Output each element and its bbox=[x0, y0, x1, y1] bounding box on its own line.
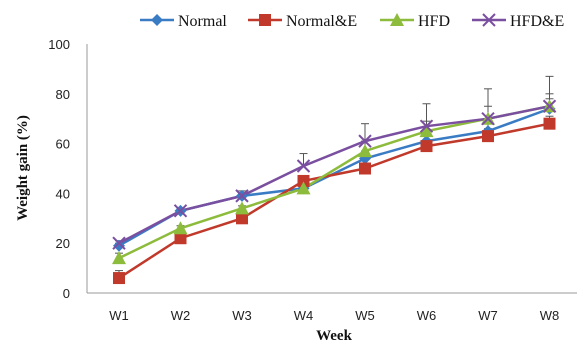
legend-marker-normal-e bbox=[259, 14, 271, 26]
data-point-normal bbox=[113, 239, 125, 252]
y-tick-label: 80 bbox=[56, 87, 70, 102]
x-tick-label: W5 bbox=[355, 308, 375, 323]
x-axis-title: Week bbox=[316, 328, 352, 344]
legend: Normal Normal&E HFD HFD&E bbox=[140, 13, 564, 30]
y-tick-label: 100 bbox=[48, 37, 70, 52]
x-tick-labels: W1 W2 W3 W4 W5 W6 W7 W8 bbox=[109, 308, 559, 323]
legend-label-hfd-e: HFD&E bbox=[510, 13, 564, 30]
x-tick-label: W3 bbox=[232, 308, 252, 323]
data-point-normal-e bbox=[174, 232, 187, 245]
series-line-hfd-e bbox=[118, 105, 550, 245]
y-tick-label: 20 bbox=[56, 236, 70, 251]
data-point-hfd bbox=[173, 221, 188, 235]
legend-label-normal-e: Normal&E bbox=[286, 13, 357, 30]
data-point-hfd bbox=[235, 201, 249, 215]
legend-item-hfd-e: HFD&E bbox=[472, 13, 564, 30]
data-point-hfd-e bbox=[173, 204, 188, 218]
data-point-hfd-e bbox=[481, 111, 495, 126]
data-point-hfd-e bbox=[296, 159, 311, 173]
x-tick-label: W1 bbox=[109, 308, 129, 323]
series-line-normal-e bbox=[118, 122, 550, 280]
data-point-normal-e bbox=[543, 117, 556, 130]
legend-marker-normal bbox=[151, 14, 163, 26]
y-tick-label: 40 bbox=[56, 186, 70, 201]
data-point-normal-e bbox=[297, 174, 310, 187]
x-tick-label: W6 bbox=[417, 308, 437, 323]
x-tick-label: W2 bbox=[171, 308, 191, 323]
x-tick-label: W8 bbox=[540, 308, 560, 323]
data-point-hfd-e bbox=[542, 99, 557, 113]
legend-marker-hfd bbox=[390, 13, 404, 26]
data-point-normal-e bbox=[236, 212, 248, 225]
data-point-normal-e bbox=[420, 140, 433, 153]
legend-marker-hfd-e bbox=[482, 13, 496, 27]
series-markers bbox=[112, 99, 557, 285]
data-point-hfd bbox=[419, 124, 434, 138]
legend-item-normal-e: Normal&E bbox=[248, 13, 357, 30]
legend-label-normal: Normal bbox=[178, 13, 227, 30]
data-point-normal-e bbox=[113, 272, 125, 285]
legend-item-normal: Normal bbox=[140, 13, 227, 30]
data-point-hfd bbox=[112, 251, 126, 265]
y-tick-label: 60 bbox=[56, 137, 70, 152]
data-point-hfd bbox=[358, 144, 372, 158]
data-point-hfd-e bbox=[235, 189, 249, 203]
data-point-hfd-e bbox=[419, 119, 434, 133]
data-point-normal-e bbox=[359, 162, 371, 175]
data-point-normal-e bbox=[482, 130, 494, 143]
data-point-hfd bbox=[296, 181, 311, 195]
series-lines bbox=[118, 105, 550, 280]
x-tick-label: W4 bbox=[294, 308, 314, 323]
legend-label-hfd: HFD bbox=[418, 13, 450, 30]
data-point-hfd-e bbox=[358, 134, 372, 148]
data-point-hfd-e bbox=[112, 236, 126, 250]
y-axis-title: Weight gain (%) bbox=[15, 115, 31, 221]
x-tick-label: W7 bbox=[478, 308, 498, 323]
legend-item-hfd: HFD bbox=[380, 13, 450, 30]
error-bars bbox=[115, 75, 554, 279]
y-tick-label: 0 bbox=[63, 286, 70, 301]
y-tick-labels: 0 20 40 60 80 100 bbox=[48, 37, 70, 301]
